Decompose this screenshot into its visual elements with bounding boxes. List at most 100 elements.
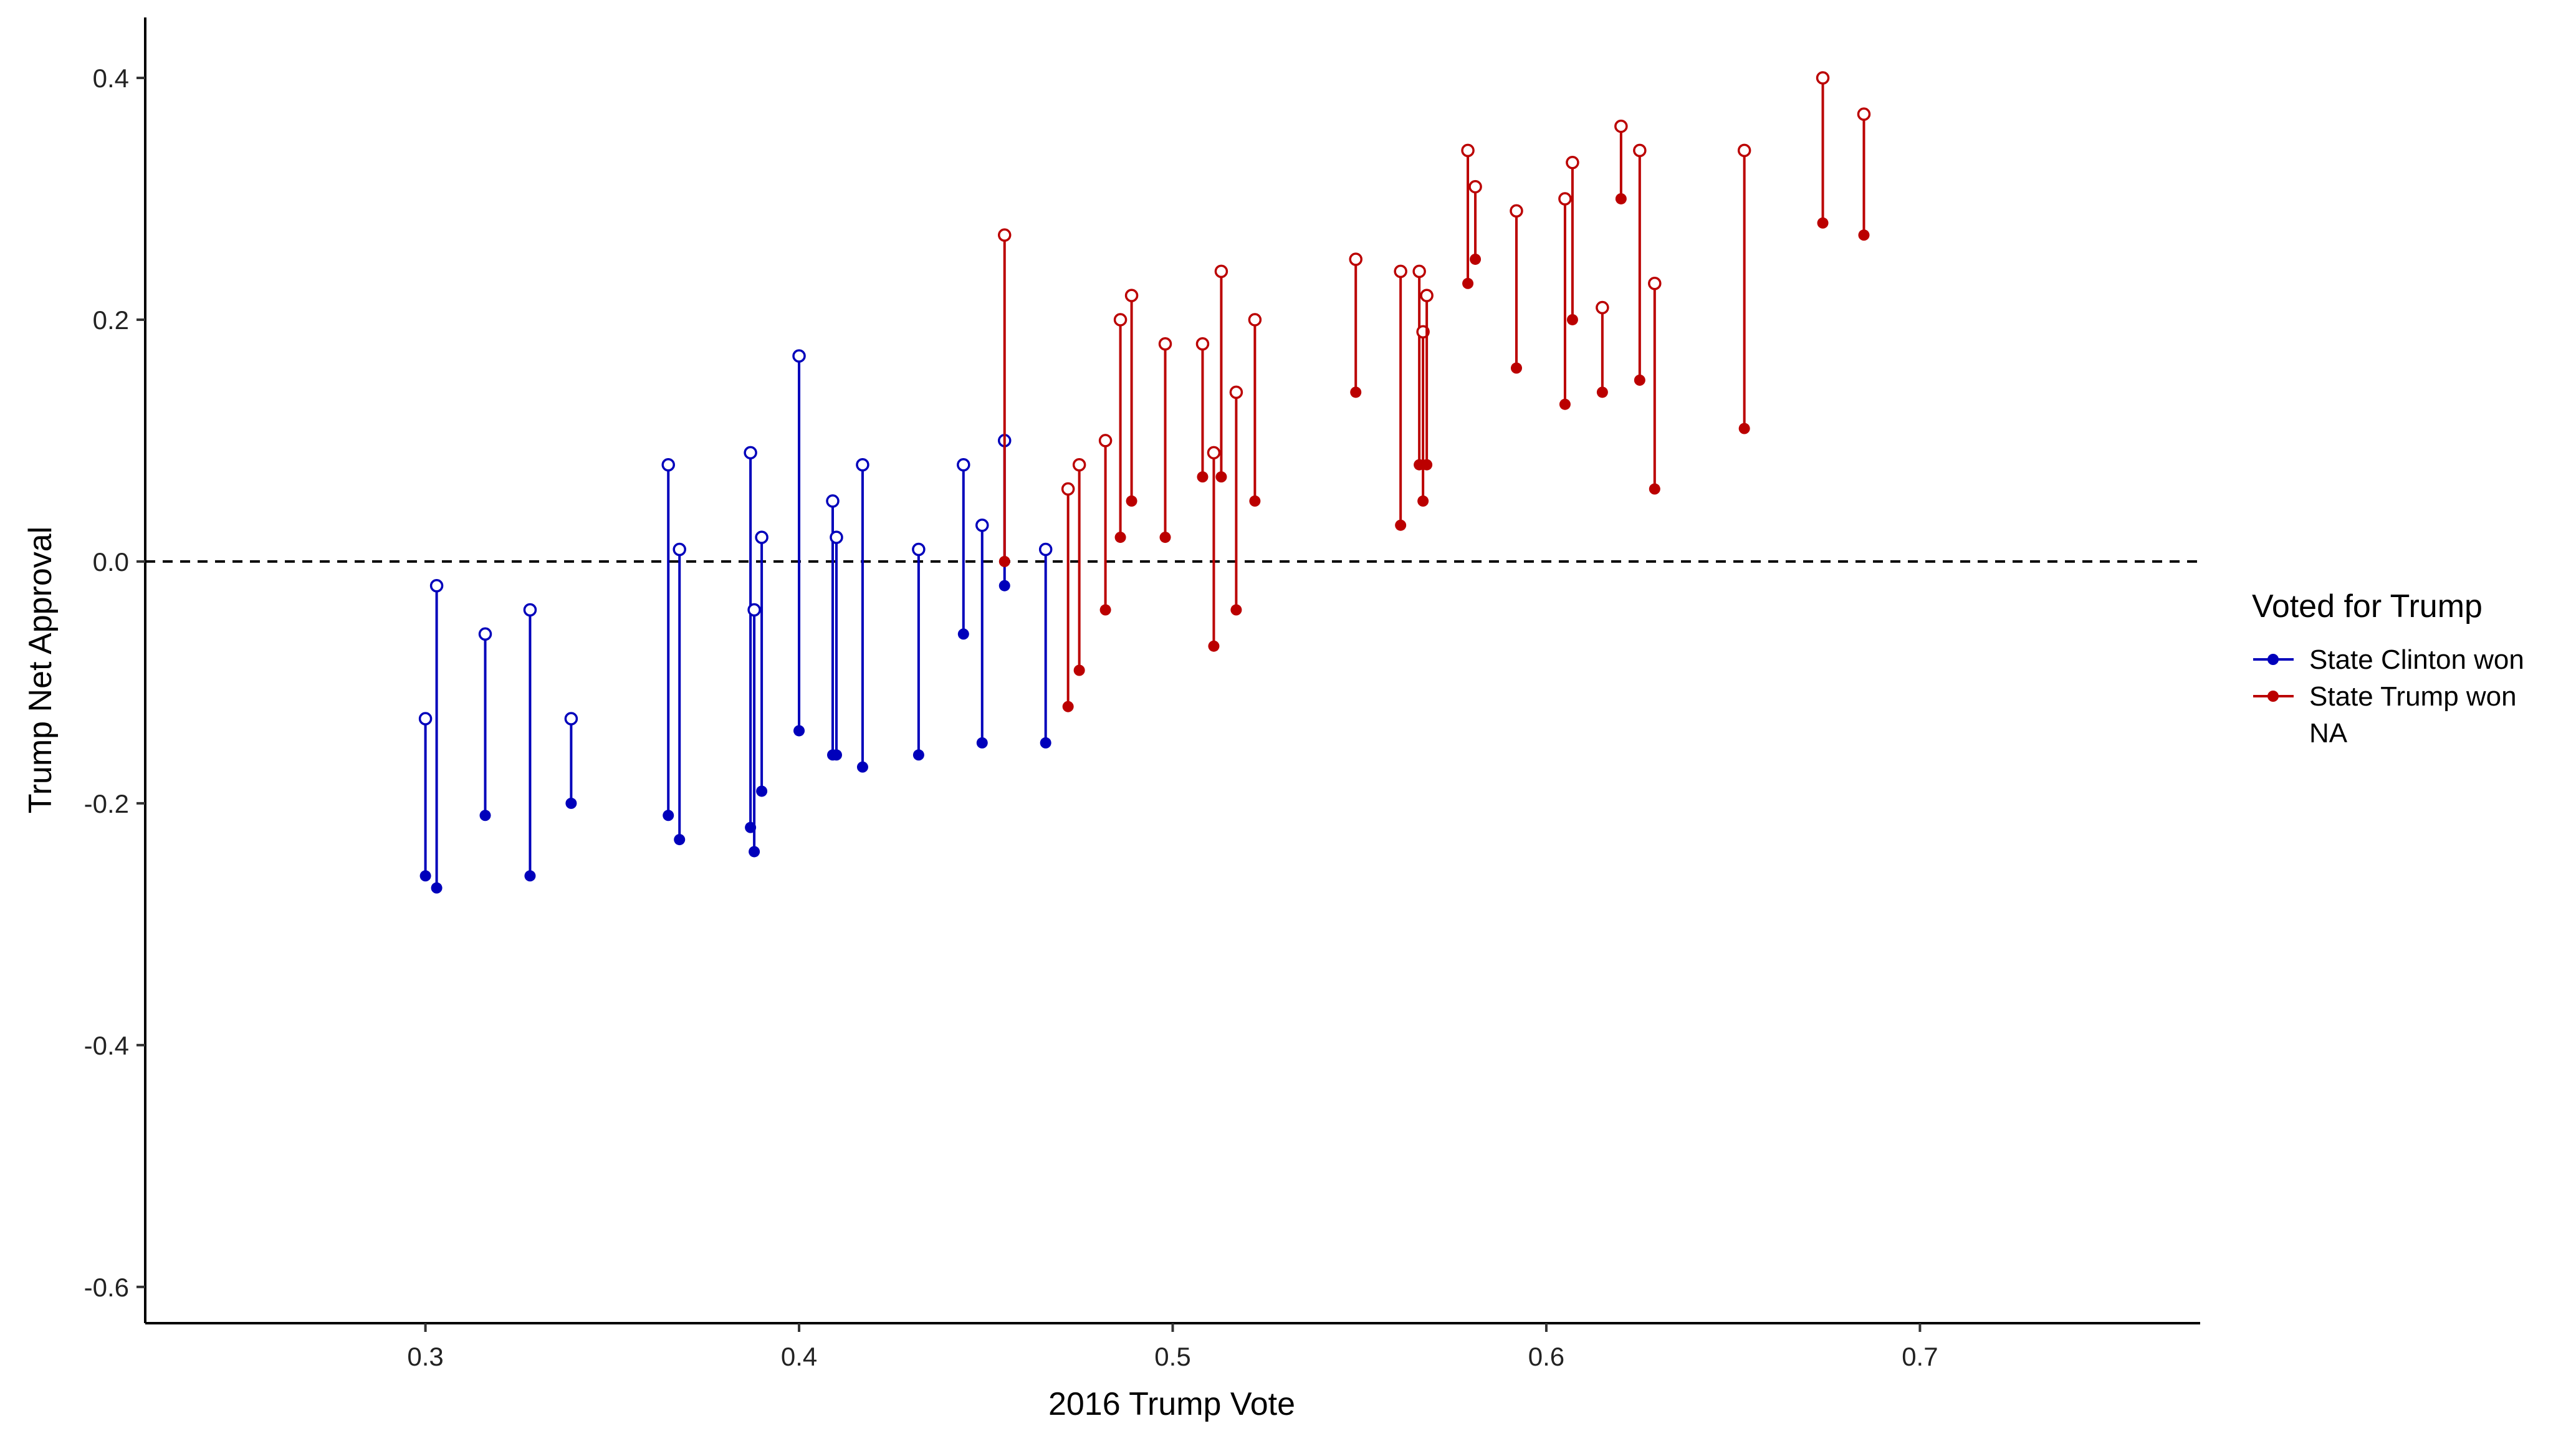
point-open-clinton-1 xyxy=(429,578,444,593)
point-filled-trump-16 xyxy=(1421,459,1433,471)
point-open-trump-17 xyxy=(1461,143,1475,158)
point-filled-clinton-5 xyxy=(663,810,674,821)
point-filled-trump-24 xyxy=(1634,374,1645,386)
point-open-trump-8 xyxy=(1207,446,1221,460)
point-open-trump-21 xyxy=(1566,156,1579,170)
point-filled-trump-15 xyxy=(1417,495,1429,507)
x-ticks: 0.3 0.4 0.5 0.6 0.7 xyxy=(407,1323,1938,1371)
point-filled-trump-19 xyxy=(1510,362,1522,374)
series-trump xyxy=(997,71,1871,712)
point-open-trump-3 xyxy=(1098,434,1113,448)
point-filled-trump-7 xyxy=(1197,471,1209,483)
point-open-trump-10 xyxy=(1229,385,1243,400)
legend-key-point-clinton xyxy=(2267,654,2279,665)
point-open-trump-14 xyxy=(1412,264,1426,279)
point-filled-trump-26 xyxy=(1738,423,1750,434)
point-filled-trump-20 xyxy=(1559,398,1571,410)
x-axis-title: 2016 Trump Vote xyxy=(1048,1386,1295,1422)
legend-title: Voted for Trump xyxy=(2252,588,2483,625)
point-open-trump-0 xyxy=(997,228,1012,242)
point-open-clinton-14 xyxy=(912,542,926,557)
point-filled-trump-23 xyxy=(1615,193,1627,204)
point-filled-trump-9 xyxy=(1215,471,1227,483)
point-filled-trump-25 xyxy=(1649,483,1660,495)
y-ticks: -0.6 -0.4 -0.2 0.0 0.2 0.4 xyxy=(84,64,145,1302)
legend-label-trump: State Trump won xyxy=(2309,681,2517,712)
axes xyxy=(144,17,2200,1324)
point-filled-clinton-14 xyxy=(912,749,924,761)
y-tick-label: 0.2 xyxy=(93,305,129,335)
point-open-clinton-3 xyxy=(523,603,537,617)
point-filled-clinton-17 xyxy=(998,580,1010,591)
point-open-clinton-2 xyxy=(478,627,492,641)
point-filled-clinton-2 xyxy=(479,810,491,821)
x-tick-label: 0.5 xyxy=(1154,1342,1190,1371)
y-tick-label: 0.0 xyxy=(93,547,129,577)
point-open-trump-2 xyxy=(1072,457,1086,472)
point-filled-trump-6 xyxy=(1159,532,1171,543)
point-open-trump-20 xyxy=(1558,192,1572,206)
point-open-trump-7 xyxy=(1195,337,1210,351)
point-filled-trump-5 xyxy=(1126,495,1137,507)
legend-entry-na: NA xyxy=(2309,718,2348,749)
point-filled-clinton-10 xyxy=(793,725,805,737)
legend-entry-trump: State Trump won xyxy=(2253,681,2517,712)
legend-key-point-trump xyxy=(2267,691,2279,702)
point-open-trump-4 xyxy=(1113,313,1128,327)
point-filled-clinton-9 xyxy=(756,785,768,797)
plot-area xyxy=(145,71,2200,894)
point-filled-trump-27 xyxy=(1817,217,1829,229)
y-tick-label: -0.6 xyxy=(84,1273,129,1302)
point-open-trump-16 xyxy=(1420,289,1434,302)
series-clinton xyxy=(418,349,1053,894)
point-open-trump-25 xyxy=(1648,277,1662,290)
point-open-trump-6 xyxy=(1158,337,1172,351)
point-open-clinton-10 xyxy=(792,349,806,363)
point-filled-clinton-0 xyxy=(419,870,431,882)
point-open-trump-24 xyxy=(1633,143,1647,158)
point-open-clinton-11 xyxy=(826,494,840,508)
x-tick-label: 0.4 xyxy=(781,1342,817,1371)
point-filled-clinton-16 xyxy=(976,737,988,749)
point-filled-trump-18 xyxy=(1470,253,1482,265)
point-open-trump-27 xyxy=(1816,71,1830,85)
y-tick-label: 0.4 xyxy=(93,64,129,93)
point-open-clinton-15 xyxy=(957,457,970,472)
point-open-clinton-12 xyxy=(830,530,843,544)
point-filled-trump-17 xyxy=(1462,277,1474,289)
point-filled-clinton-13 xyxy=(856,761,868,773)
point-open-clinton-4 xyxy=(564,712,578,725)
point-filled-trump-2 xyxy=(1073,664,1085,676)
point-open-clinton-9 xyxy=(755,530,768,544)
point-filled-clinton-3 xyxy=(524,870,536,882)
point-filled-trump-21 xyxy=(1566,314,1578,325)
point-open-trump-5 xyxy=(1124,289,1139,302)
point-filled-trump-1 xyxy=(1062,701,1074,712)
point-open-clinton-5 xyxy=(661,457,675,472)
point-open-clinton-16 xyxy=(975,518,989,532)
point-open-trump-18 xyxy=(1468,180,1482,194)
point-filled-trump-0 xyxy=(998,555,1010,567)
point-filled-clinton-1 xyxy=(431,882,443,894)
point-open-clinton-8 xyxy=(747,603,761,617)
point-filled-trump-3 xyxy=(1099,604,1111,616)
point-filled-trump-4 xyxy=(1114,532,1126,543)
point-open-trump-1 xyxy=(1061,482,1075,496)
point-open-clinton-0 xyxy=(418,712,433,725)
y-tick-label: -0.2 xyxy=(84,789,129,818)
point-filled-clinton-6 xyxy=(674,834,686,846)
point-filled-trump-10 xyxy=(1230,604,1242,616)
point-filled-clinton-15 xyxy=(957,628,969,640)
point-open-clinton-7 xyxy=(744,446,757,460)
point-filled-trump-13 xyxy=(1395,519,1407,531)
x-tick-label: 0.6 xyxy=(1528,1342,1564,1371)
point-open-trump-11 xyxy=(1248,313,1262,327)
point-filled-trump-8 xyxy=(1208,640,1220,652)
point-open-trump-9 xyxy=(1214,264,1228,279)
legend-entry-clinton: State Clinton won xyxy=(2253,644,2524,675)
point-open-trump-12 xyxy=(1349,252,1362,266)
point-filled-trump-28 xyxy=(1858,229,1870,241)
point-open-clinton-13 xyxy=(856,457,869,472)
point-open-clinton-18 xyxy=(1038,542,1053,557)
legend: Voted for Trump State Clinton won State … xyxy=(2252,588,2524,749)
